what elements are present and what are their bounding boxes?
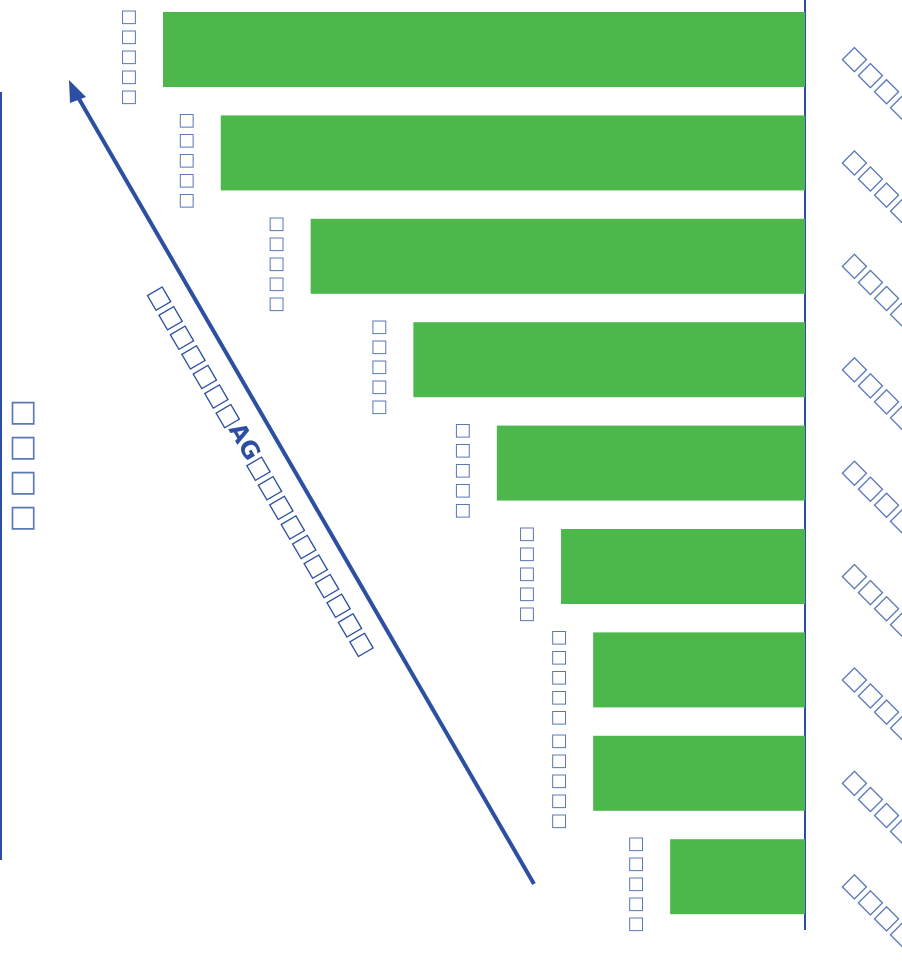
right-label-9: □□□□ xyxy=(838,868,902,952)
bar-1 xyxy=(163,12,805,87)
right-labels-layer: □□□□ □□□□ □□□□ □□□□ □□□□ □□□□ □□□□ □□□□ □□□□ xyxy=(838,40,902,951)
bar-7 xyxy=(593,632,805,708)
bar-4 xyxy=(413,322,805,398)
right-label-7: □□□□ xyxy=(838,661,902,745)
category-label-4: □□□□□ xyxy=(369,316,390,416)
bar-6 xyxy=(561,529,805,604)
bar-9 xyxy=(670,839,805,915)
left-side-label: □□□□ xyxy=(6,394,41,534)
labels-layer: □□□□□□□□□□□□□□□□□□□□□□□□□□□□□□□□□□□□□□□□… xyxy=(119,6,647,933)
right-label-4: □□□□ xyxy=(838,351,902,435)
trend-arrow-line xyxy=(73,90,536,886)
left-label-layer: □□□□ xyxy=(6,394,41,534)
category-label-3: □□□□□ xyxy=(266,213,287,313)
arrow-label: □□□□□□□AG□□□□□□□□□□ xyxy=(143,281,381,661)
category-label-2: □□□□□ xyxy=(176,109,197,209)
bar-3 xyxy=(310,218,805,294)
category-label-9: □□□□□ xyxy=(626,833,647,933)
category-label-5: □□□□□ xyxy=(452,420,473,520)
bar-2 xyxy=(220,115,805,191)
right-label-5: □□□□ xyxy=(838,454,902,538)
right-label-8: □□□□ xyxy=(838,764,902,848)
right-label-6: □□□□ xyxy=(838,557,902,641)
trend-arrow-head xyxy=(69,80,86,103)
bar-8 xyxy=(593,735,805,811)
right-label-2: □□□□ xyxy=(838,144,902,228)
category-label-1: □□□□□ xyxy=(119,6,140,106)
category-label-6: □□□□□ xyxy=(517,523,538,623)
bar-5 xyxy=(496,425,805,501)
right-label-3: □□□□ xyxy=(838,247,902,331)
category-label-7: □□□□□ xyxy=(549,626,570,726)
bars-layer xyxy=(163,12,805,915)
right-label-1: □□□□ xyxy=(838,40,902,124)
category-label-8: □□□□□ xyxy=(549,730,570,830)
